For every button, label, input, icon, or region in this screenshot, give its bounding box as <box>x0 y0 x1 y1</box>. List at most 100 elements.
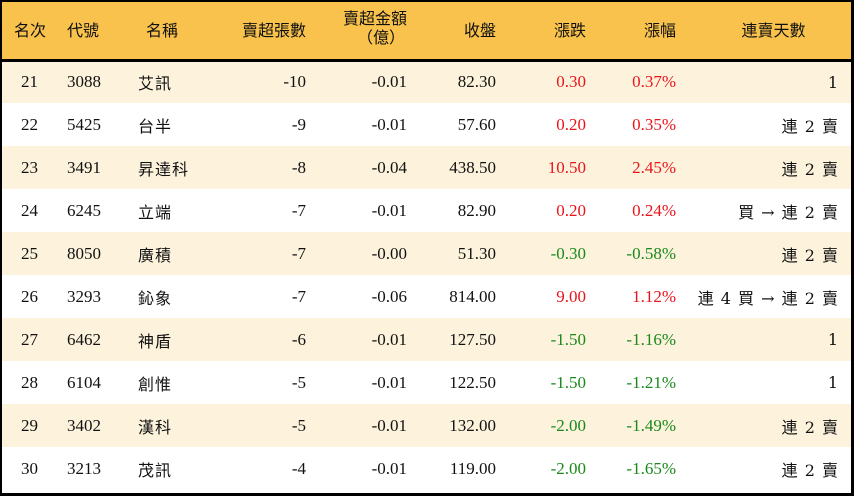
cell-change: 0.30 <box>556 72 586 92</box>
cell-net-sell-lots: -4 <box>291 458 306 478</box>
cell-net-sell-lots: -6 <box>291 329 306 349</box>
header-net-sell-amount[interactable]: 賣超金額 （億） <box>306 2 407 62</box>
cell-code[interactable]: 6462 <box>67 329 101 349</box>
cell-close: 438.50 <box>449 157 496 177</box>
table-row[interactable]: 23 3491 昇達科 -8 -0.04 438.50 10.50 2.45% … <box>2 146 851 189</box>
cell-name[interactable]: 茂訊 <box>138 460 173 480</box>
cell-change: -2.00 <box>550 415 586 435</box>
cell-rank: 30 <box>21 458 38 478</box>
header-code[interactable]: 代號 <box>64 2 134 62</box>
cell-close: 82.30 <box>457 72 496 92</box>
cell-change-pct: -1.49% <box>626 415 676 435</box>
cell-net-sell-amount: -0.01 <box>371 372 407 392</box>
table-row[interactable]: 27 6462 神盾 -6 -0.01 127.50 -1.50 -1.16% … <box>2 318 851 361</box>
cell-rank: 28 <box>21 372 38 392</box>
cell-name[interactable]: 立端 <box>138 202 173 222</box>
table-row[interactable]: 28 6104 創惟 -5 -0.01 122.50 -1.50 -1.21% … <box>2 361 851 404</box>
cell-close: 119.00 <box>449 458 496 478</box>
cell-net-sell-lots: -9 <box>291 114 306 134</box>
cell-close: 57.60 <box>457 114 496 134</box>
cell-close: 127.50 <box>449 329 496 349</box>
cell-change: 9.00 <box>556 286 586 306</box>
cell-net-sell-lots: -7 <box>291 243 306 263</box>
cell-rank: 21 <box>21 72 38 92</box>
cell-change: -0.30 <box>550 243 586 263</box>
header-change[interactable]: 漲跌 <box>496 2 586 62</box>
cell-close: 51.30 <box>457 243 496 263</box>
header-net-sell-lots[interactable]: 賣超張數 <box>214 2 306 62</box>
cell-net-sell-lots: -7 <box>291 200 306 220</box>
cell-net-sell-amount: -0.01 <box>371 200 407 220</box>
table-row[interactable]: 29 3402 漢科 -5 -0.01 132.00 -2.00 -1.49% … <box>2 404 851 447</box>
table-row[interactable]: 25 8050 廣積 -7 -0.00 51.30 -0.30 -0.58% 連… <box>2 232 851 275</box>
cell-streak: 連 2 賣 <box>781 417 839 437</box>
header-net-sell-amount-line2: （億） <box>356 28 405 48</box>
cell-change: 0.20 <box>556 114 586 134</box>
cell-code[interactable]: 3213 <box>67 458 101 478</box>
cell-net-sell-amount: -0.01 <box>371 329 407 349</box>
header-streak[interactable]: 連賣天數 <box>676 2 851 62</box>
cell-change: 10.50 <box>547 157 586 177</box>
cell-net-sell-lots: -7 <box>291 286 306 306</box>
cell-streak: 連 4 買 → 連 2 賣 <box>697 288 839 308</box>
cell-net-sell-amount: -0.01 <box>371 72 407 92</box>
cell-net-sell-lots: -5 <box>291 415 306 435</box>
cell-code[interactable]: 3491 <box>67 157 101 177</box>
cell-streak: 買 → 連 2 賣 <box>738 202 839 222</box>
header-name[interactable]: 名稱 <box>134 2 214 62</box>
cell-name[interactable]: 廣積 <box>138 245 173 265</box>
cell-streak: 連 2 賣 <box>781 460 839 480</box>
cell-change-pct: 0.35% <box>632 114 676 134</box>
cell-streak: 連 2 賣 <box>781 245 839 265</box>
cell-rank: 22 <box>21 114 38 134</box>
cell-change-pct: -0.58% <box>626 243 676 263</box>
table-row[interactable]: 26 3293 鈊象 -7 -0.06 814.00 9.00 1.12% 連 … <box>2 275 851 318</box>
cell-net-sell-amount: -0.00 <box>371 243 407 263</box>
cell-change: 0.20 <box>556 200 586 220</box>
cell-change: -1.50 <box>550 329 586 349</box>
cell-close: 122.50 <box>449 372 496 392</box>
cell-code[interactable]: 3088 <box>67 72 101 92</box>
cell-change-pct: 2.45% <box>632 157 676 177</box>
table-row[interactable]: 30 3213 茂訊 -4 -0.01 119.00 -2.00 -1.65% … <box>2 447 851 490</box>
cell-name[interactable]: 漢科 <box>138 417 173 437</box>
cell-net-sell-amount: -0.06 <box>371 286 407 306</box>
cell-code[interactable]: 3402 <box>67 415 101 435</box>
cell-net-sell-amount: -0.01 <box>371 114 407 134</box>
table-row[interactable]: 22 5425 台半 -9 -0.01 57.60 0.20 0.35% 連 2… <box>2 103 851 146</box>
cell-rank: 24 <box>21 200 38 220</box>
cell-rank: 23 <box>21 157 38 177</box>
cell-name[interactable]: 神盾 <box>138 331 173 351</box>
header-change-pct[interactable]: 漲幅 <box>586 2 676 62</box>
cell-net-sell-amount: -0.01 <box>371 415 407 435</box>
cell-change-pct: 0.37% <box>632 72 676 92</box>
cell-streak: 1 <box>827 330 839 349</box>
cell-streak: 1 <box>827 373 839 392</box>
cell-name[interactable]: 昇達科 <box>138 159 190 179</box>
cell-net-sell-amount: -0.01 <box>371 458 407 478</box>
cell-code[interactable]: 5425 <box>67 114 101 134</box>
header-close[interactable]: 收盤 <box>407 2 496 62</box>
table-row[interactable]: 24 6245 立端 -7 -0.01 82.90 0.20 0.24% 買 →… <box>2 189 851 232</box>
cell-code[interactable]: 8050 <box>67 243 101 263</box>
cell-rank: 27 <box>21 329 38 349</box>
cell-code[interactable]: 6104 <box>67 372 101 392</box>
cell-name[interactable]: 鈊象 <box>138 288 173 308</box>
cell-change-pct: -1.16% <box>626 329 676 349</box>
net-sell-ranking-table: 名次 代號 名稱 賣超張數 賣超金額 （億） 收盤 漲跌 漲幅 連賣天數 21 … <box>2 2 851 490</box>
cell-name[interactable]: 創惟 <box>138 374 173 394</box>
cell-code[interactable]: 6245 <box>67 200 101 220</box>
cell-code[interactable]: 3293 <box>67 286 101 306</box>
cell-net-sell-amount: -0.04 <box>371 157 407 177</box>
table-row[interactable]: 21 3088 艾訊 -10 -0.01 82.30 0.30 0.37% 1 <box>2 60 851 103</box>
cell-close: 132.00 <box>449 415 496 435</box>
cell-name[interactable]: 台半 <box>138 116 173 136</box>
cell-name[interactable]: 艾訊 <box>138 74 173 94</box>
cell-net-sell-lots: -10 <box>283 72 306 92</box>
cell-change-pct: 0.24% <box>632 200 676 220</box>
header-rank[interactable]: 名次 <box>2 2 64 62</box>
cell-rank: 26 <box>21 286 38 306</box>
cell-streak: 連 2 賣 <box>781 159 839 179</box>
cell-rank: 25 <box>21 243 38 263</box>
